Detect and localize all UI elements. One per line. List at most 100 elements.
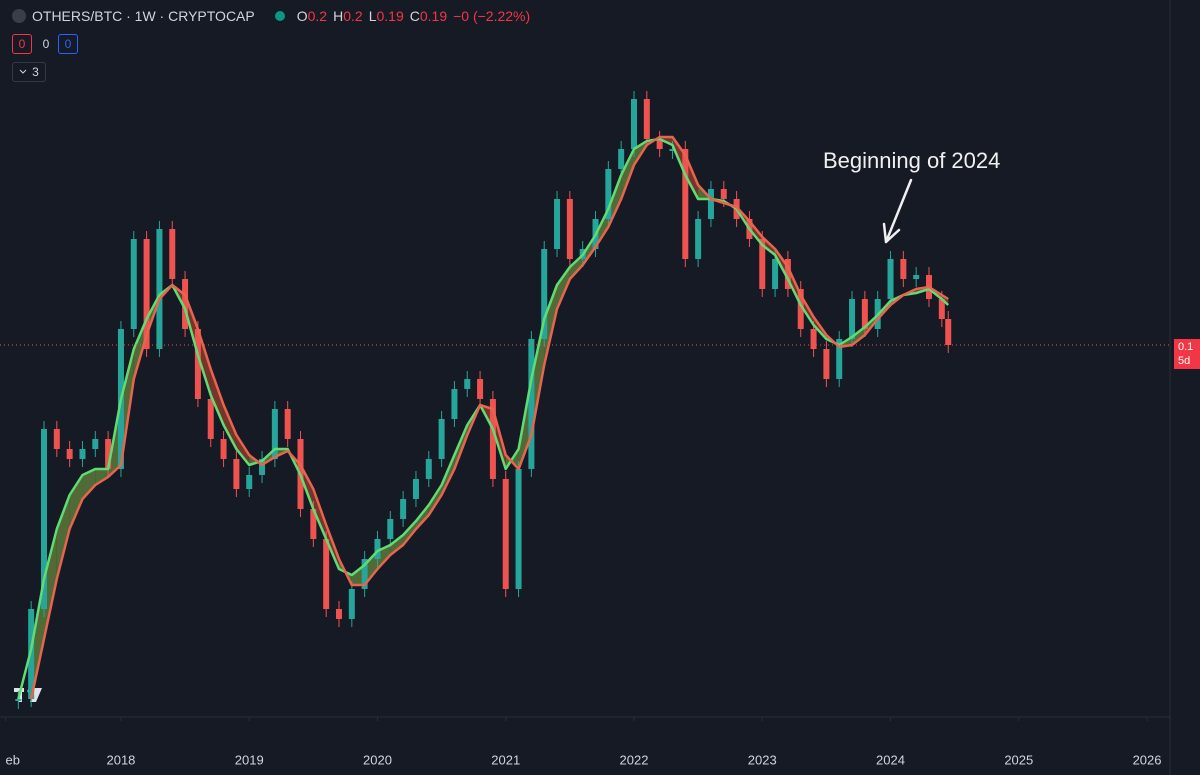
ma-ribbon — [351, 565, 365, 585]
candle — [335, 609, 342, 619]
x-tick-label: 2021 — [491, 752, 520, 767]
candle — [913, 275, 920, 279]
x-tick-label: 2025 — [1004, 752, 1033, 767]
ohlc-label: L — [368, 8, 377, 24]
candle — [810, 329, 817, 349]
candle — [425, 459, 432, 479]
candle — [784, 259, 791, 289]
ma-ribbon — [852, 327, 865, 345]
candle — [361, 559, 368, 589]
x-tick-label: 2023 — [748, 752, 777, 767]
ma-ribbon — [582, 235, 596, 265]
candle — [156, 229, 163, 349]
ma-ribbon — [531, 319, 545, 435]
x-tick-label: eb — [6, 752, 20, 767]
moving-average — [29, 135, 949, 700]
candle — [412, 479, 419, 499]
badge[interactable]: 0 — [58, 34, 78, 54]
ma-ribbon — [544, 285, 558, 365]
candle — [169, 229, 176, 279]
plot — [15, 91, 952, 709]
ohlc-value: 0.2 — [307, 8, 328, 24]
badge[interactable]: 0 — [12, 34, 32, 54]
ma-ribbon — [210, 369, 224, 425]
candle — [515, 469, 522, 589]
candle — [271, 409, 278, 459]
ma-ribbon — [56, 495, 70, 579]
badge: 0 — [42, 37, 50, 51]
candle — [40, 429, 47, 609]
candle — [502, 479, 509, 589]
ma-ribbon — [595, 209, 609, 247]
x-tick-label: 2022 — [620, 752, 649, 767]
symbol-icon — [12, 9, 26, 23]
candle — [669, 149, 676, 151]
candle — [400, 499, 407, 519]
candle — [182, 279, 189, 329]
candle — [348, 589, 355, 619]
x-tick-label: 2020 — [363, 752, 392, 767]
candle — [194, 329, 201, 399]
candle — [220, 439, 227, 459]
candle — [720, 189, 727, 199]
ma-ribbon — [621, 149, 634, 199]
candle — [438, 419, 445, 459]
candle — [451, 389, 458, 419]
ma-ribbon — [390, 535, 404, 555]
candle — [707, 189, 714, 219]
ma-ribbon — [236, 435, 250, 465]
price-tag: 0.1 5d — [1174, 339, 1200, 369]
price-tag-countdown: 5d — [1178, 355, 1191, 367]
candle — [618, 149, 625, 169]
candle — [143, 239, 150, 349]
ma-ribbon — [82, 469, 96, 499]
ma-ribbon — [43, 529, 57, 639]
ma-ribbon — [608, 175, 622, 227]
ma-ribbon — [377, 545, 391, 569]
candle — [130, 239, 137, 329]
ma-ribbon — [428, 485, 442, 515]
ohlc-label: O — [296, 8, 308, 24]
candle — [823, 349, 830, 379]
candle — [682, 149, 689, 259]
candle — [66, 449, 73, 459]
candle — [887, 259, 894, 299]
candle — [528, 339, 535, 469]
collapse-button[interactable]: 3 — [12, 62, 46, 82]
symbol-header: OTHERS/BTC · 1W · CRYPTOCAP O 0.2 H 0.2 L 0.1… — [12, 8, 530, 24]
collapsed-count: 3 — [32, 65, 39, 79]
candle — [53, 429, 60, 449]
ma-ribbon — [223, 405, 237, 449]
annotation-arrow — [882, 178, 913, 244]
candle — [861, 299, 868, 329]
candle — [541, 249, 548, 339]
ohlc-value: 0.2 — [343, 8, 363, 24]
ohlc-label: H — [333, 8, 344, 24]
candle — [836, 339, 843, 379]
candle — [849, 299, 856, 339]
ohlc-value: 0.19 — [419, 8, 448, 24]
candle — [92, 439, 99, 449]
symbol[interactable]: OTHERS/BTC · 1W · CRYPTOCAP — [32, 8, 255, 24]
candle — [554, 199, 561, 249]
ma-ribbon — [569, 255, 583, 279]
candle — [900, 259, 907, 279]
moving-average — [17, 137, 950, 700]
x-tick-label: 2026 — [1133, 752, 1162, 767]
candle — [310, 509, 317, 539]
price-tag-value: 0.1 — [1178, 341, 1194, 353]
ohlc-value: 0.19 — [376, 8, 404, 24]
candle — [323, 539, 330, 609]
annotation: Beginning of 2024 — [823, 148, 1000, 173]
candle — [259, 459, 266, 475]
candle — [566, 199, 573, 259]
candle — [233, 459, 240, 489]
candle — [945, 319, 952, 345]
candle — [772, 259, 779, 289]
change: −0 (−2.22%) — [453, 8, 531, 24]
candle — [246, 475, 253, 489]
x-tick-label: 2024 — [876, 752, 905, 767]
candle — [938, 299, 945, 319]
